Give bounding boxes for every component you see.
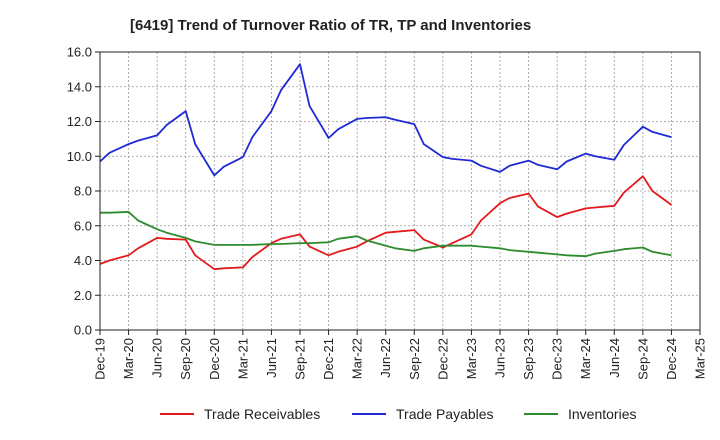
x-tick-label: Jun-21	[264, 338, 279, 378]
series-lines	[99, 63, 672, 271]
x-tick-label: Jun-22	[378, 338, 393, 378]
legend: Trade Receivables Trade Payables Inventori…	[160, 406, 636, 422]
y-tick-label: 4.0	[74, 253, 92, 268]
x-tick-label: Mar-21	[235, 338, 250, 379]
y-axis: 0.0 2.0 4.0 6.0 8.0 10.0 12.0 14.0 16.0	[67, 45, 100, 338]
x-tick-label: Dec-22	[435, 338, 450, 380]
x-axis: Dec-19 Mar-20 Jun-20 Sep-20 Dec-20 Mar-21 Jun-…	[93, 330, 708, 380]
x-tick-label: Dec-19	[93, 338, 108, 380]
chart-title: [6419] Trend of Turnover Ratio of TR, TP…	[130, 17, 531, 34]
legend-label-inventories: Inventories	[568, 406, 636, 422]
y-tick-label: 0.0	[74, 323, 92, 338]
x-tick-label: Jun-20	[150, 338, 165, 378]
x-tick-label: Mar-24	[578, 338, 593, 379]
x-tick-label: Mar-22	[350, 338, 365, 379]
y-tick-label: 16.0	[67, 45, 92, 60]
series-line-inventories	[100, 210, 672, 258]
x-tick-label: Mar-23	[464, 338, 479, 379]
y-tick-label: 14.0	[67, 79, 92, 94]
series-line-trade-receivables	[99, 175, 672, 271]
x-tick-label: Sep-23	[521, 338, 536, 380]
x-tick-label: Sep-24	[635, 338, 650, 380]
x-tick-label: Dec-24	[664, 338, 679, 380]
x-tick-label: Jun-24	[607, 338, 622, 378]
x-tick-label: Jun-23	[493, 338, 508, 378]
y-tick-label: 6.0	[74, 218, 92, 233]
x-tick-label: Dec-23	[550, 338, 565, 380]
legend-label-trade-payables: Trade Payables	[396, 406, 494, 422]
x-tick-label: Dec-20	[207, 338, 222, 380]
legend-label-trade-receivables: Trade Receivables	[204, 406, 320, 422]
y-tick-label: 12.0	[67, 114, 92, 129]
x-tick-label: Dec-21	[321, 338, 336, 380]
x-tick-label: Sep-21	[293, 338, 308, 380]
y-tick-label: 2.0	[74, 288, 92, 303]
x-tick-label: Sep-20	[178, 338, 193, 380]
y-tick-label: 10.0	[67, 149, 92, 164]
x-tick-label: Mar-20	[121, 338, 136, 379]
grid-lines	[99, 51, 701, 331]
y-tick-label: 8.0	[74, 184, 92, 199]
x-tick-label: Mar-25	[693, 338, 708, 379]
x-tick-label: Sep-22	[407, 338, 422, 380]
series-line-trade-payables	[99, 63, 672, 177]
